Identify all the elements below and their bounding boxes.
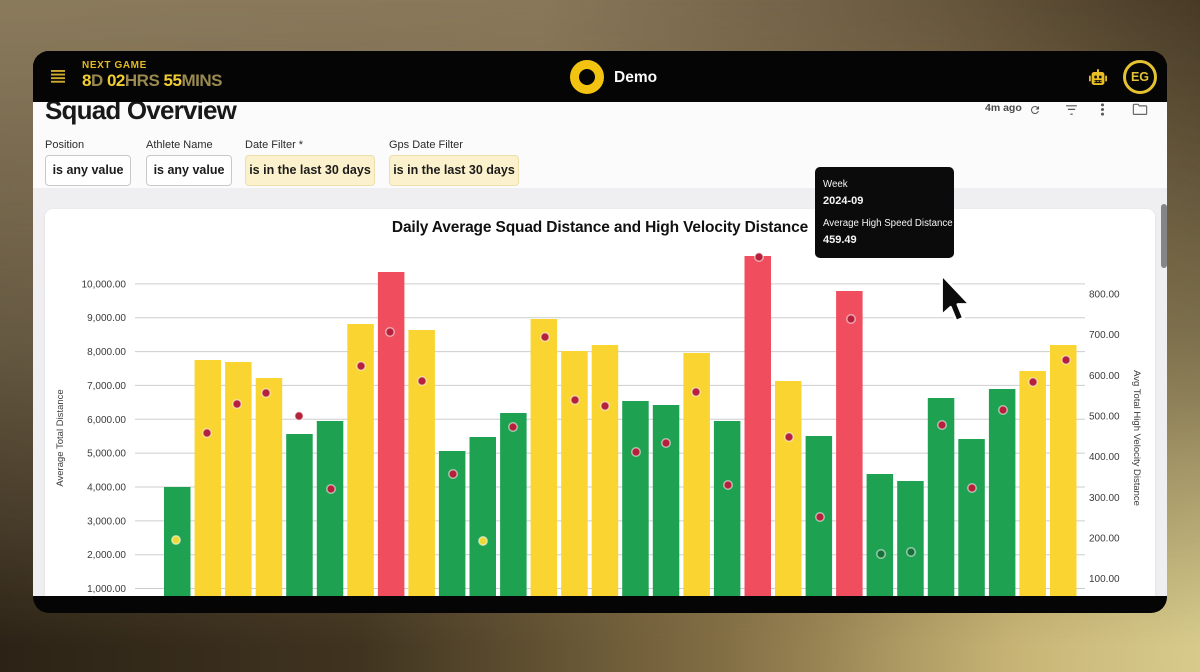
svg-text:100.00: 100.00 [1089, 574, 1120, 585]
svg-text:6,000.00: 6,000.00 [87, 415, 126, 426]
svg-text:200.00: 200.00 [1089, 534, 1120, 545]
svg-text:800.00: 800.00 [1089, 290, 1120, 301]
svg-text:9,000.00: 9,000.00 [87, 313, 126, 324]
svg-text:8,000.00: 8,000.00 [87, 347, 126, 358]
svg-text:400.00: 400.00 [1089, 452, 1120, 463]
svg-text:4,000.00: 4,000.00 [87, 483, 126, 494]
svg-text:7,000.00: 7,000.00 [87, 381, 126, 392]
svg-text:2,000.00: 2,000.00 [87, 550, 126, 561]
svg-text:Average Total Distance: Average Total Distance [55, 389, 66, 486]
svg-text:1,000.00: 1,000.00 [87, 584, 126, 595]
svg-text:500.00: 500.00 [1089, 412, 1120, 423]
svg-text:5,000.00: 5,000.00 [87, 449, 126, 460]
svg-text:3,000.00: 3,000.00 [87, 516, 126, 527]
svg-text:10,000.00: 10,000.00 [82, 279, 127, 290]
svg-text:300.00: 300.00 [1089, 493, 1120, 504]
svg-text:600.00: 600.00 [1089, 371, 1120, 382]
svg-text:Avg Total High Velocity Distan: Avg Total High Velocity Distance [1131, 370, 1142, 506]
svg-text:700.00: 700.00 [1089, 330, 1120, 341]
